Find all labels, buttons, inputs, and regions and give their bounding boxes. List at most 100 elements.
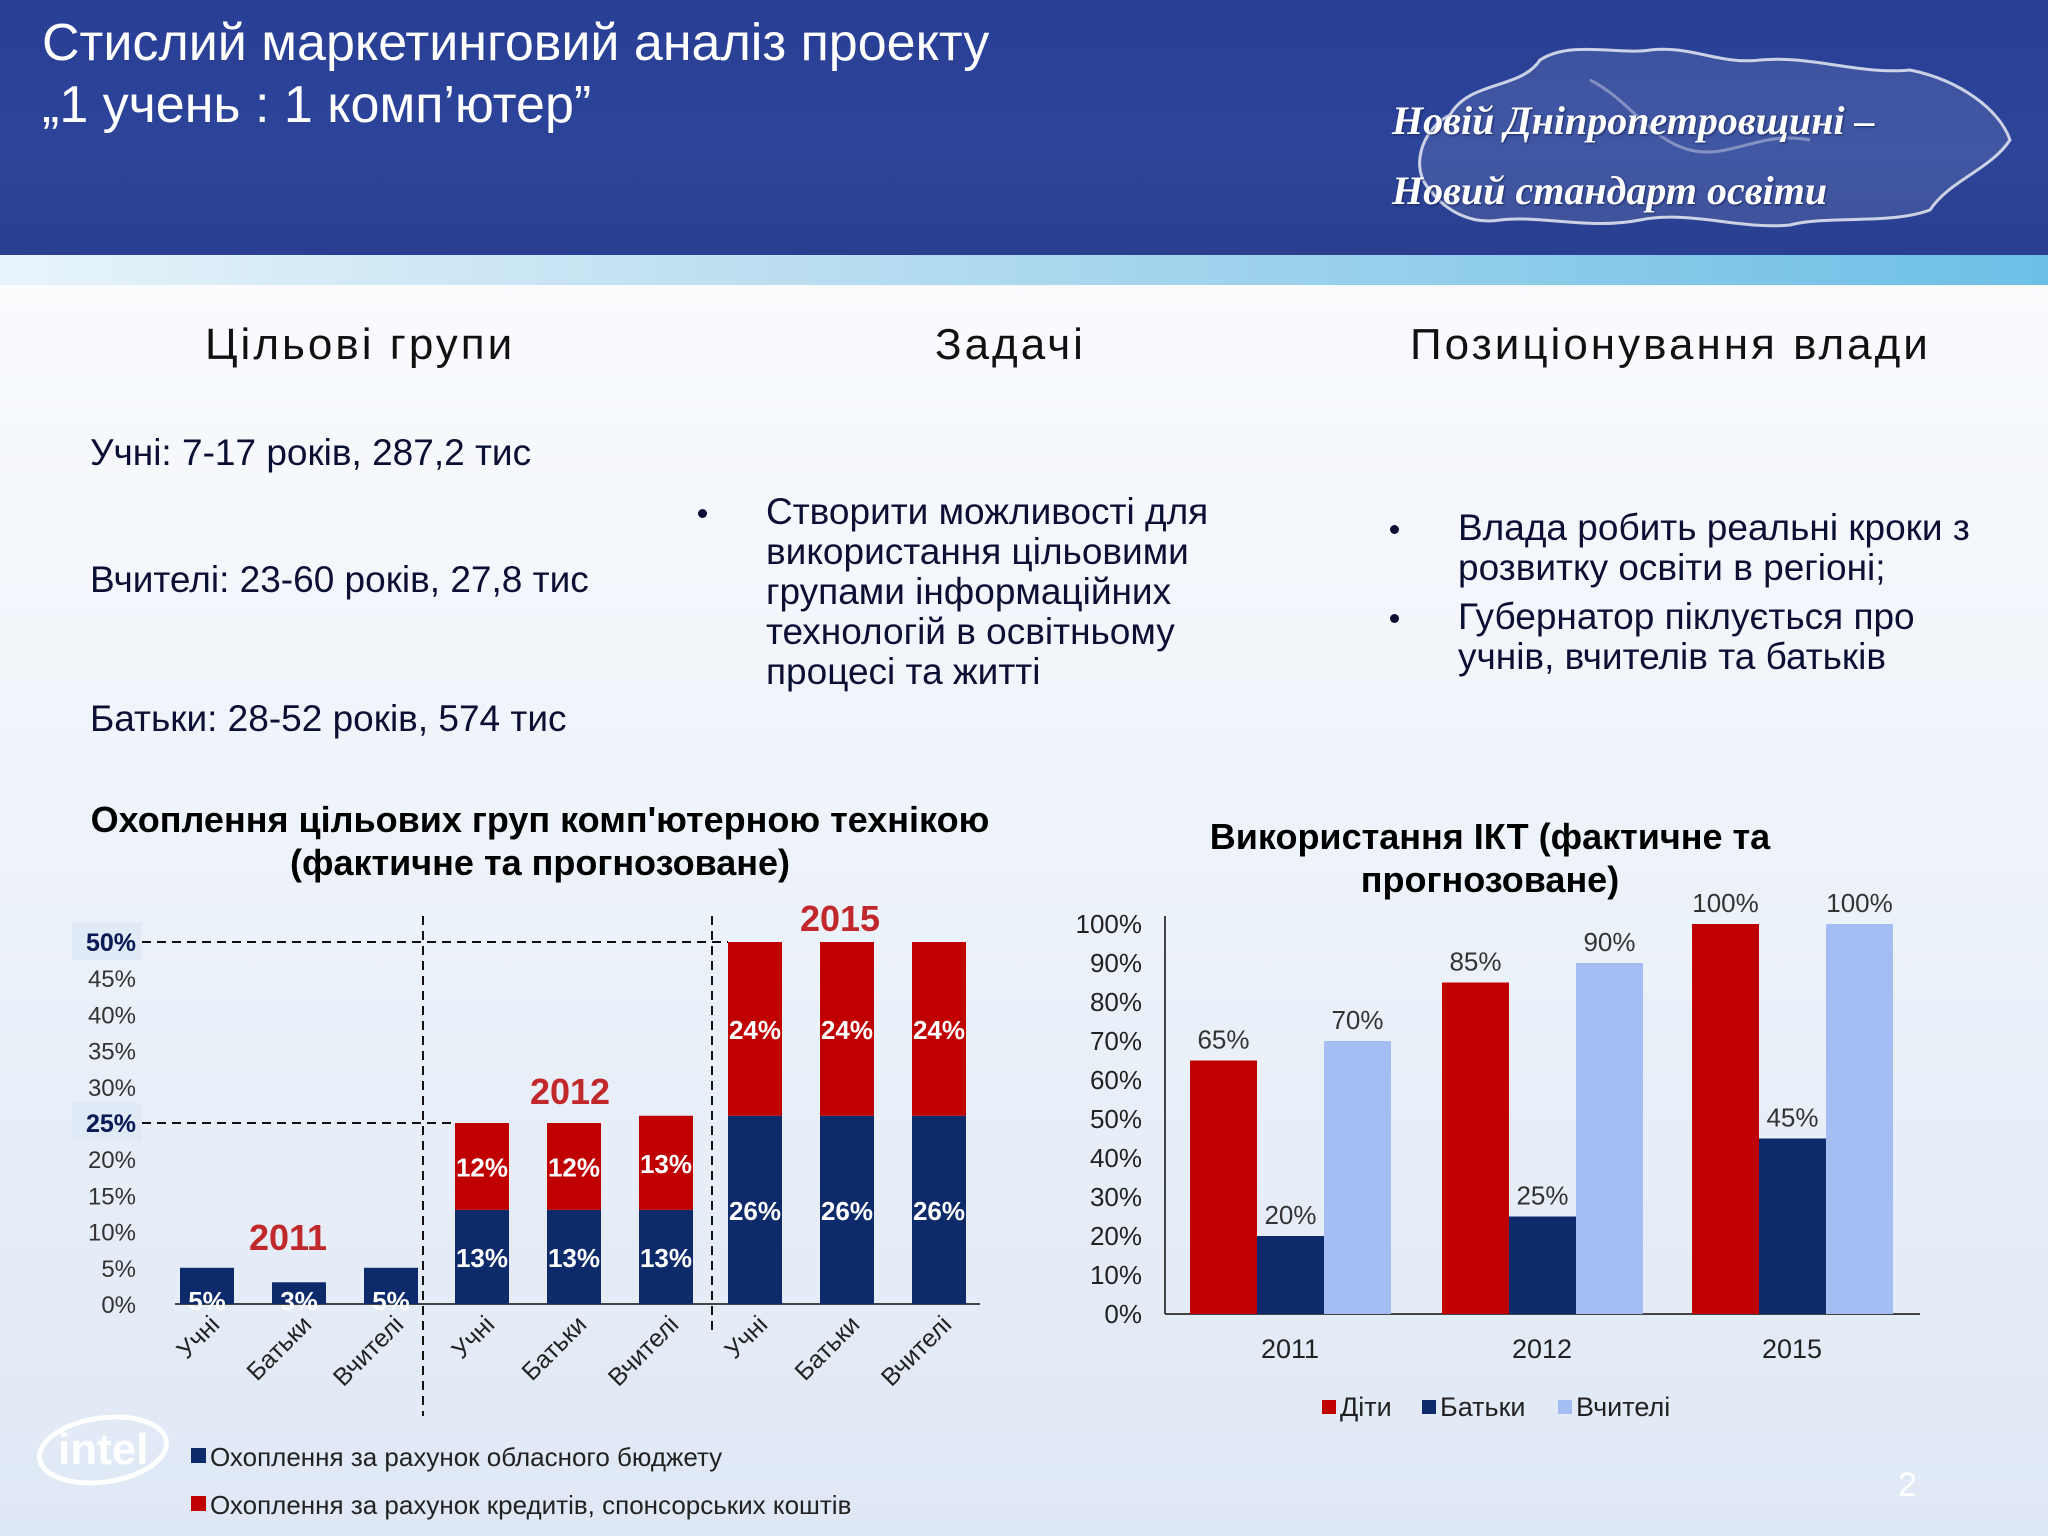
x-category-label: Учні — [171, 1310, 225, 1364]
title-line-1: Стислий маркетинговий аналіз проекту — [42, 14, 990, 72]
bar-segment — [728, 942, 782, 1116]
bar — [1509, 1216, 1576, 1314]
bar — [1826, 924, 1893, 1314]
bar-data-label: 5% — [372, 1286, 410, 1316]
y-tick-label: 90% — [1090, 948, 1142, 978]
chart1-title: Охоплення цільових груп комп'ютерною тех… — [90, 799, 990, 883]
positioning-item-1: Влада робить реальні кроки з розвитку ос… — [1458, 507, 1970, 588]
legend-label: Охоплення за рахунок обласного бюджету — [210, 1442, 722, 1472]
x-category-label: Учні — [719, 1310, 773, 1364]
bar-data-label: 100% — [1826, 888, 1893, 918]
y-tick-label: 100% — [1076, 909, 1143, 939]
slogan-line-1: Новій Дніпропетровщині – — [1392, 98, 1875, 143]
y-tick-label: 10% — [88, 1220, 136, 1247]
bar-data-label: 45% — [1766, 1103, 1818, 1133]
group-parents: Батьки: 28-52 років, 574 тис — [90, 698, 567, 739]
tasks-heading: Задачі — [935, 320, 1086, 369]
bar-data-label: 24% — [913, 1015, 965, 1045]
bar-segment — [455, 1123, 509, 1210]
reference-label-highlight — [72, 922, 142, 960]
legend-label: Вчителі — [1576, 1392, 1670, 1422]
bar-segment — [639, 1115, 693, 1210]
group-teachers: Вчителі: 23-60 років, 27,8 тис — [90, 559, 589, 600]
bar-segment — [272, 1282, 326, 1304]
positioning-item-2: Губернатор піклується про учнів, вчителі… — [1458, 596, 1915, 677]
bullet-dot — [1390, 614, 1399, 623]
bar-data-label: 26% — [729, 1196, 781, 1226]
positioning-heading: Позиціонування влади — [1410, 320, 1931, 369]
bar-data-label: 5% — [188, 1286, 226, 1316]
bar-data-label: 20% — [1264, 1200, 1316, 1230]
x-category-label: Батьки — [789, 1310, 865, 1386]
bar-data-label: 12% — [456, 1152, 508, 1182]
y-tick-label: 50% — [1090, 1104, 1142, 1134]
bar — [1442, 982, 1509, 1314]
y-tick-label: 0% — [1104, 1299, 1142, 1329]
bar-data-label: 85% — [1449, 947, 1501, 977]
y-tick-label: 80% — [1090, 987, 1142, 1017]
header-stripe — [0, 255, 2048, 285]
x-category-label: Вчителі — [603, 1310, 684, 1391]
legend-swatch — [191, 1448, 206, 1463]
bar-data-label: 26% — [821, 1196, 873, 1226]
bar-segment — [455, 1209, 509, 1304]
bullet-dot — [698, 509, 707, 518]
bar-data-label: 13% — [640, 1243, 692, 1273]
bar-data-label: 13% — [456, 1243, 508, 1273]
page-number: 2 — [1898, 1466, 1917, 1504]
x-category-label: Вчителі — [328, 1310, 409, 1391]
target-groups-heading: Цільові групи — [205, 320, 516, 369]
bar-segment — [547, 1123, 601, 1210]
legend-label: Охоплення за рахунок кредитів, спонсорсь… — [210, 1490, 851, 1520]
bar-segment — [547, 1209, 601, 1304]
bar — [1257, 1236, 1324, 1314]
y-tick-label: 20% — [1090, 1221, 1142, 1251]
x-category-label: Батьки — [516, 1310, 592, 1386]
reference-line-label: 50% — [86, 929, 136, 957]
legend-label: Батьки — [1440, 1392, 1525, 1422]
x-category-label: 2015 — [1762, 1334, 1822, 1364]
bullet-dot — [1390, 525, 1399, 534]
chart2-title: Використання ІКТ (фактичне та прогнозова… — [1209, 816, 1771, 900]
x-category-label: 2012 — [1512, 1334, 1572, 1364]
y-tick-label: 35% — [88, 1039, 136, 1066]
group-pupils: Учні: 7-17 років, 287,2 тис — [90, 432, 532, 473]
svg-text:intel: intel — [58, 1425, 148, 1474]
reference-label-highlight — [72, 1103, 142, 1141]
x-category-label: Вчителі — [876, 1310, 957, 1391]
y-tick-label: 30% — [88, 1075, 136, 1102]
bar-data-label: 25% — [1516, 1181, 1568, 1211]
y-tick-label: 40% — [1090, 1143, 1142, 1173]
y-tick-label: 70% — [1090, 1026, 1142, 1056]
legend-swatch — [1322, 1400, 1336, 1414]
y-tick-label: 10% — [1090, 1260, 1142, 1290]
bar — [1576, 963, 1643, 1314]
page-title: Стислий маркетинговий аналіз проекту „1 … — [42, 12, 989, 136]
bar-data-label: 70% — [1331, 1005, 1383, 1035]
bar — [1759, 1138, 1826, 1314]
ict-usage-bar-chart: 0% 10% 20% 30% 40% 50% 60% 70% 80% 90% 100% 65% 20% 7… — [1076, 888, 1920, 1422]
bar-segment — [180, 1267, 234, 1304]
y-tick-label: 40% — [88, 1002, 136, 1029]
bar-data-label: 13% — [548, 1243, 600, 1273]
year-label: 2011 — [249, 1217, 327, 1258]
bar — [1324, 1041, 1391, 1314]
bar-data-label: 26% — [913, 1196, 965, 1226]
y-tick-label: 20% — [88, 1147, 136, 1174]
bar-segment — [820, 1115, 874, 1304]
y-tick-label: 15% — [88, 1183, 136, 1210]
y-tick-label: 5% — [101, 1256, 136, 1283]
y-tick-label: 60% — [1090, 1065, 1142, 1095]
bar — [1692, 924, 1759, 1314]
title-line-2: „1 учень : 1 комп’ютер” — [42, 76, 592, 134]
year-label: 2012 — [530, 1071, 610, 1112]
bar-segment — [912, 942, 966, 1116]
reference-line-label: 25% — [86, 1110, 136, 1138]
legend-swatch — [1558, 1400, 1572, 1414]
header-banner — [0, 0, 2048, 255]
bar-data-label: 13% — [640, 1149, 692, 1179]
bar-data-label: 90% — [1583, 927, 1635, 957]
x-category-label: Батьки — [241, 1310, 317, 1386]
coverage-stacked-bar-chart: 0%5%10%15%20%25%30%35%40%45%50%25%50%5%У… — [72, 898, 980, 1520]
x-category-label: Учні — [446, 1310, 500, 1364]
